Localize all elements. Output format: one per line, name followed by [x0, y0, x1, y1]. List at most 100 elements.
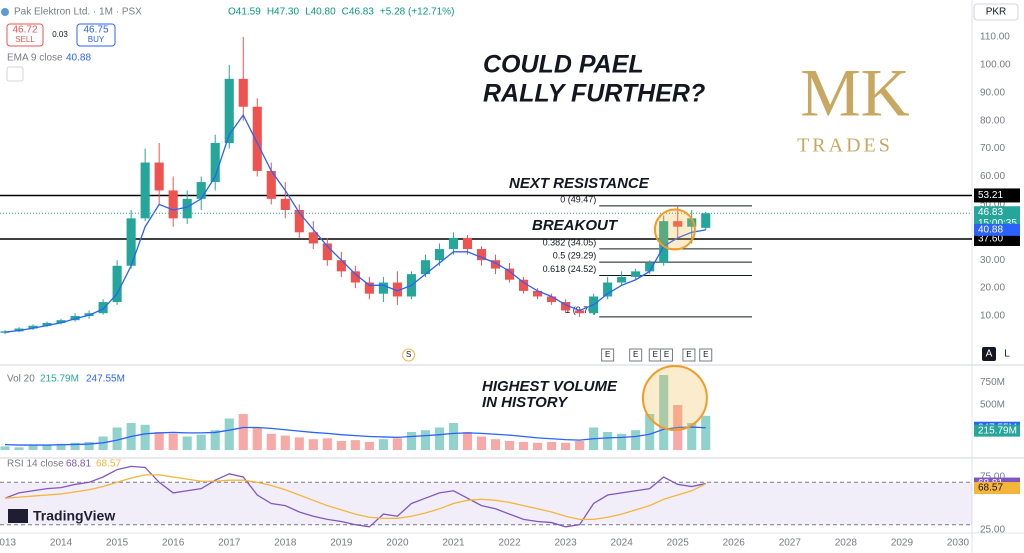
y-tick-label: 500M — [980, 400, 1005, 411]
level-label: 53.21 — [978, 190, 1003, 201]
fib-label: 0.5 (29.29) — [553, 251, 597, 261]
volume-bar — [406, 432, 416, 450]
event-marker — [699, 348, 713, 362]
vol-legend-value: 247.55M — [86, 374, 125, 385]
volume-bar — [575, 441, 585, 450]
volume-bar — [392, 438, 402, 450]
ema-legend-value: 40.88 — [66, 53, 91, 64]
volume-bar — [617, 433, 627, 450]
candle-body — [280, 198, 290, 210]
volume-bar — [252, 427, 262, 450]
sell-label: SELL — [15, 35, 35, 44]
ohlc-value: L40.80 — [305, 7, 336, 18]
sell-button[interactable] — [6, 23, 44, 47]
x-tick-label: 2024 — [611, 538, 634, 549]
candle-body — [308, 232, 318, 244]
highlight — [641, 365, 708, 431]
candle-body — [210, 143, 220, 183]
ohlc-value: +5.28 (+12.71%) — [380, 7, 455, 18]
ohlc-value: O41.59 — [228, 7, 261, 18]
volume-bar — [547, 441, 557, 450]
event-marker — [629, 348, 643, 362]
rsi-legend-value: 68.81 — [66, 459, 91, 470]
candle-body — [42, 322, 52, 326]
x-tick-label: 2019 — [330, 538, 353, 549]
x-tick-label: 2016 — [162, 538, 185, 549]
y-tick-label: 50.00 — [980, 199, 1005, 210]
x-tick-label: 2013 — [0, 538, 17, 549]
rsi-legend-value: 68.57 — [96, 459, 121, 470]
volume-bar — [476, 436, 487, 450]
scale-button-label[interactable]: A — [986, 349, 993, 360]
candle-body — [336, 260, 346, 272]
price-tag-label: 46.83 — [978, 207, 1003, 218]
candle-body — [350, 271, 360, 283]
currency-box[interactable] — [973, 3, 1019, 21]
x-tick-label: 2018 — [274, 538, 297, 549]
x-tick-label: 2015 — [106, 538, 129, 549]
volume-bar — [378, 439, 388, 450]
volume-bar — [603, 432, 613, 450]
vol-legend-value: 215.79M — [40, 374, 79, 385]
candle-body — [140, 162, 150, 219]
volume-bar — [112, 427, 122, 450]
fib-label: 0.618 (24.52) — [543, 264, 597, 274]
candle-body — [238, 78, 248, 107]
scale-tag-label: 215.79M — [978, 425, 1017, 436]
volume-bar — [434, 427, 445, 450]
volume-bar — [308, 439, 318, 450]
candle-body — [631, 271, 641, 277]
candle-body — [673, 221, 683, 227]
collapse-button[interactable] — [6, 66, 24, 82]
annotation: BREAKOUT — [532, 217, 619, 234]
logo: MK — [800, 55, 910, 131]
candle-body — [490, 260, 501, 269]
event-label: E — [633, 350, 638, 359]
scale-tag — [974, 424, 1020, 437]
scale-button-label[interactable]: L — [1004, 349, 1010, 360]
volume-bar — [14, 447, 24, 450]
volume-bar — [490, 439, 501, 450]
title: COULD PAEL — [483, 51, 644, 79]
logo-sub: TRADES — [797, 135, 893, 157]
ema-tag-label: 40.88 — [978, 224, 1003, 235]
volume-bar — [28, 445, 38, 450]
x-tick-label: 2020 — [386, 538, 409, 549]
x-tick-label: 2027 — [779, 538, 802, 549]
rsi-band — [0, 482, 972, 525]
candle-body — [364, 282, 374, 294]
event-label: E — [605, 350, 610, 359]
candle-body — [70, 316, 80, 321]
annotation: NEXT RESISTANCE — [509, 175, 650, 192]
event-label: E — [664, 350, 669, 359]
volume-bar — [659, 375, 669, 450]
candle-body — [533, 290, 543, 297]
event-marker — [682, 348, 696, 362]
countdown: 15:00:35 — [978, 218, 1017, 229]
event-label: E — [653, 350, 658, 359]
volume-bar — [701, 415, 711, 450]
ohlc-value: C46.83 — [342, 7, 375, 18]
volume-bar — [168, 433, 178, 450]
volume-bar — [420, 430, 430, 450]
candle-body — [518, 279, 529, 291]
x-tick-label: 2025 — [667, 538, 690, 549]
x-tick-label: 2026 — [723, 538, 746, 549]
x-tick-label: 2014 — [50, 538, 73, 549]
volume-bar — [56, 443, 66, 450]
y-tick-label: 80.00 — [980, 115, 1005, 126]
volume-bar — [84, 441, 94, 450]
candle-body — [645, 262, 655, 272]
buy-button[interactable] — [76, 23, 116, 47]
x-tick-label: 2029 — [891, 538, 914, 549]
volume-bar — [561, 442, 571, 450]
level-label: 37.60 — [978, 234, 1003, 245]
scale-tag-label: 68.57 — [978, 483, 1003, 494]
volume-bar — [350, 440, 360, 450]
volume-bar — [462, 432, 473, 450]
vol-legend: Vol 20 — [7, 374, 35, 385]
ema-tag — [974, 223, 1020, 236]
volume-bar — [533, 442, 543, 450]
candle-body — [462, 237, 473, 250]
candle-body — [561, 302, 571, 311]
